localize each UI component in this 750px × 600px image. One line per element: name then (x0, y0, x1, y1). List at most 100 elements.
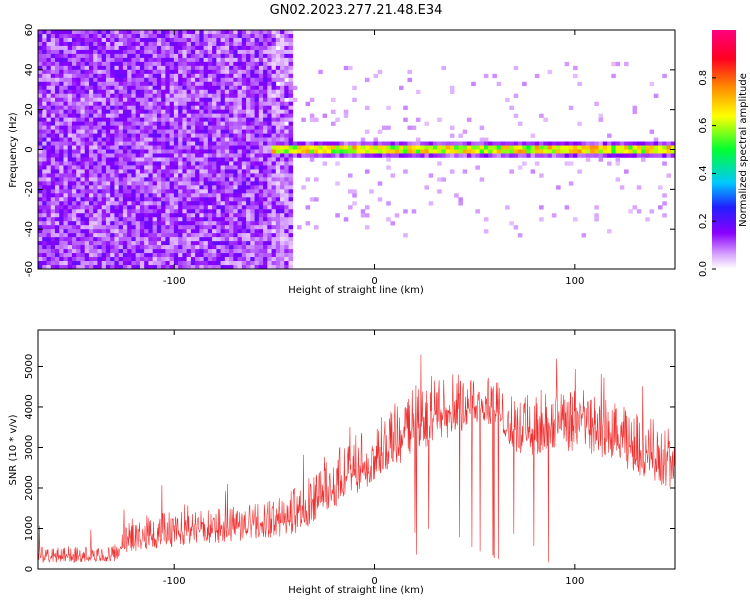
heatmap-cell (135, 261, 141, 266)
heatmap-cell (156, 209, 162, 214)
heatmap-cell (42, 137, 47, 142)
heatmap-cell (165, 81, 170, 87)
heatmap-cell (229, 221, 234, 226)
heatmap-cell (114, 237, 119, 242)
heatmap-cell (275, 209, 281, 214)
heatmap-cell (93, 181, 98, 186)
heatmap-cell (190, 41, 196, 47)
heatmap-cell (38, 129, 43, 134)
heatmap-cell (449, 149, 455, 154)
heatmap-cell (488, 145, 493, 150)
heatmap-cell (156, 97, 162, 102)
heatmap-cell (97, 249, 102, 254)
heatmap-cell (97, 37, 102, 43)
heatmap-cell (97, 177, 102, 182)
heatmap-cell (148, 141, 153, 146)
heatmap-cell (284, 253, 289, 258)
heatmap-cell (271, 121, 277, 126)
heatmap-cell (173, 233, 179, 238)
heatmap-cell (156, 93, 162, 99)
heatmap-cell (207, 129, 213, 134)
heatmap-cell (84, 233, 90, 238)
heatmap-cell (76, 229, 81, 234)
heatmap-cell (144, 153, 149, 158)
heatmap-cell (76, 241, 81, 246)
heatmap-cell (93, 30, 98, 35)
heatmap-cell (105, 157, 111, 162)
heatmap-cell (80, 197, 86, 202)
heatmap-cell (250, 117, 255, 122)
heatmap-cell (275, 245, 281, 250)
heatmap-cell (199, 137, 204, 142)
heatmap-cell (190, 177, 196, 182)
heatmap-cell (229, 85, 234, 91)
heatmap-cell (220, 193, 226, 198)
heatmap-cell (46, 137, 52, 142)
heatmap-cell (63, 117, 69, 122)
heatmap-cell (280, 37, 285, 43)
heatmap-cell (165, 69, 170, 75)
heatmap-cell (139, 129, 145, 134)
heatmap-cell (407, 145, 413, 150)
heatmap-cell (42, 149, 47, 154)
heatmap-cell (195, 65, 200, 71)
heatmap-cell (288, 117, 294, 122)
heatmap-cell (250, 205, 255, 210)
heatmap-cell (148, 201, 153, 206)
heatmap-cell (161, 197, 166, 202)
heatmap-cell (288, 249, 294, 254)
heatmap-cell (38, 257, 43, 262)
heatmap-cell (97, 125, 102, 130)
heatmap-cell (76, 169, 81, 174)
heatmap-cell (653, 145, 659, 150)
heatmap-cell (161, 73, 166, 79)
heatmap-cell (195, 173, 200, 178)
heatmap-cell (386, 125, 391, 130)
heatmap-cell (258, 65, 264, 71)
heatmap-cell (76, 225, 81, 230)
heatmap-cell (449, 89, 455, 95)
heatmap-cell (165, 113, 170, 118)
heatmap-cell (144, 73, 149, 79)
heatmap-cell (203, 77, 209, 83)
heatmap-cell (178, 97, 183, 102)
heatmap-cell (284, 245, 289, 250)
heatmap-cell (199, 209, 204, 214)
heatmap-cell (118, 241, 124, 246)
heatmap-cell (186, 85, 192, 91)
heatmap-cell (54, 229, 60, 234)
heatmap-cell (263, 249, 268, 254)
heatmap-cell (212, 245, 217, 250)
heatmap-cell (254, 249, 260, 254)
heatmap-cell (80, 249, 86, 254)
heatmap-cell (139, 193, 145, 198)
heatmap-cell (178, 221, 183, 226)
heatmap-cell (220, 69, 226, 75)
heatmap-cell (161, 133, 166, 138)
heatmap-cell (237, 33, 243, 39)
heatmap-cell (38, 233, 43, 238)
heatmap-cell (152, 209, 158, 214)
heatmap-cell (156, 225, 162, 230)
heatmap-cell (246, 33, 251, 39)
heatmap-cell (352, 97, 357, 102)
heatmap-cell (216, 37, 221, 43)
heatmap-cell (258, 185, 264, 190)
heatmap-cell (169, 161, 175, 166)
heatmap-cell (50, 161, 56, 166)
heatmap-cell (173, 161, 179, 166)
heatmap-cell (93, 221, 98, 226)
heatmap-cell (271, 145, 277, 150)
heatmap-cell (80, 149, 86, 154)
heatmap-cell (156, 153, 162, 158)
heatmap-cell (220, 73, 226, 79)
heatmap-cell (224, 249, 230, 254)
heatmap-cell (63, 257, 69, 262)
heatmap-cell (42, 45, 47, 51)
heatmap-cell (67, 249, 73, 254)
heatmap-cell (314, 225, 319, 230)
heatmap-cell (275, 73, 281, 79)
heatmap-cell (195, 129, 200, 134)
heatmap-cell (110, 65, 115, 71)
heatmap-cell (38, 209, 43, 214)
